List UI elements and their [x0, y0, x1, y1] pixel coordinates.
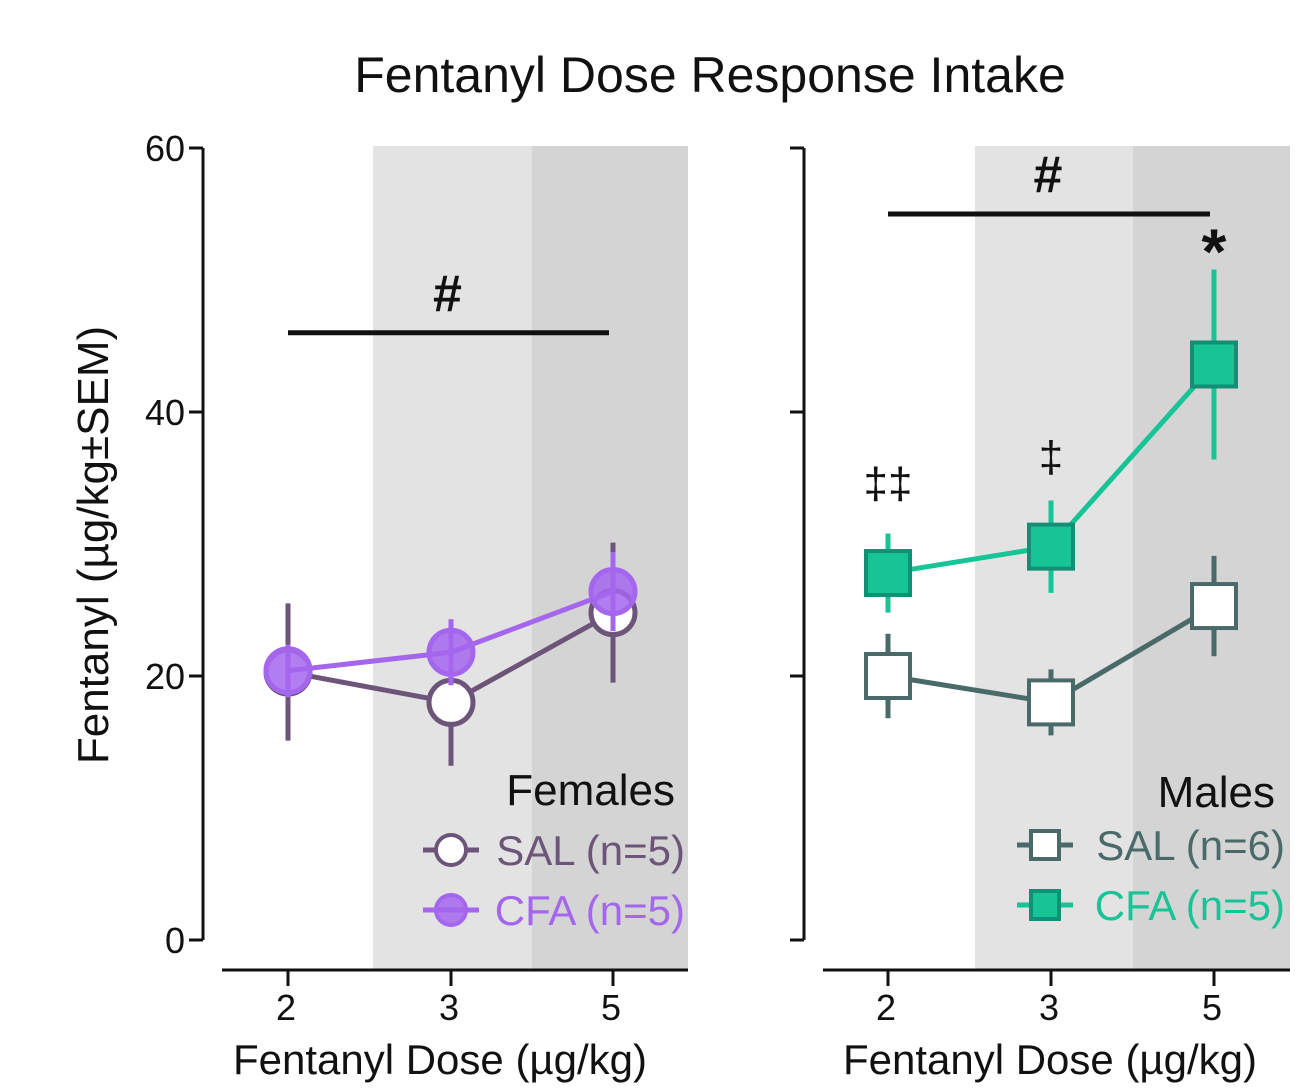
legend-marker-1	[1029, 889, 1061, 921]
x-tick-label-5: 5	[601, 987, 621, 1028]
annotation-5: *	[1202, 216, 1227, 288]
legend-label-1: CFA (n=5)	[495, 887, 685, 934]
x-axis-label: Fentanyl Dose (µg/kg)	[233, 1036, 647, 1083]
legend-label-0: SAL (n=5)	[496, 827, 685, 874]
data-point-sal-5	[1190, 582, 1238, 631]
x-tick-label-3: 3	[1039, 987, 1059, 1028]
y-tick-label-0: 0	[165, 920, 185, 961]
legend-marker-0	[1029, 829, 1061, 861]
data-point-cfa-2	[864, 549, 912, 598]
data-point-cfa-5	[1190, 340, 1238, 389]
x-tick-label-5: 5	[1202, 987, 1222, 1028]
significance-label: #	[433, 265, 462, 323]
y-axis-label: Fentanyl (µg/kg±SEM)	[69, 326, 118, 764]
x-tick-label-3: 3	[439, 987, 459, 1028]
chart-title: Fentanyl Dose Response Intake	[354, 47, 1066, 103]
y-tick-label-60: 60	[145, 128, 185, 169]
y-tick-label-40: 40	[145, 392, 185, 433]
shaded-region-5	[532, 146, 688, 970]
legend-marker-1	[434, 893, 468, 927]
legend-label-0: SAL (n=6)	[1096, 822, 1285, 869]
annotation-3: ‡	[1039, 432, 1063, 481]
x-axis-label: Fentanyl Dose (µg/kg)	[843, 1036, 1257, 1083]
data-point-cfa-3	[1027, 522, 1075, 571]
data-point-cfa-2	[263, 646, 313, 696]
data-point-sal-3	[1027, 678, 1075, 727]
annotation-2: ‡‡	[864, 459, 913, 508]
legend-title: Males	[1158, 768, 1275, 817]
data-point-sal-2	[864, 652, 912, 700]
shaded-region-3	[373, 146, 532, 970]
significance-label: #	[1034, 146, 1063, 204]
x-tick-label-2: 2	[876, 987, 896, 1028]
x-tick-label-2: 2	[276, 987, 296, 1028]
data-point-cfa-3	[426, 627, 476, 677]
data-point-cfa-5	[588, 567, 638, 617]
legend-marker-0	[434, 833, 468, 867]
data-point-sal-3	[426, 677, 476, 727]
panel-females: 0 20 40 60 2 3 5 Fentanyl Dose (µg/kg) # Females S…	[145, 128, 688, 1083]
legend-label-1: CFA (n=5)	[1095, 882, 1285, 929]
y-tick-label-20: 20	[145, 656, 185, 697]
legend-title: Females	[506, 766, 675, 815]
